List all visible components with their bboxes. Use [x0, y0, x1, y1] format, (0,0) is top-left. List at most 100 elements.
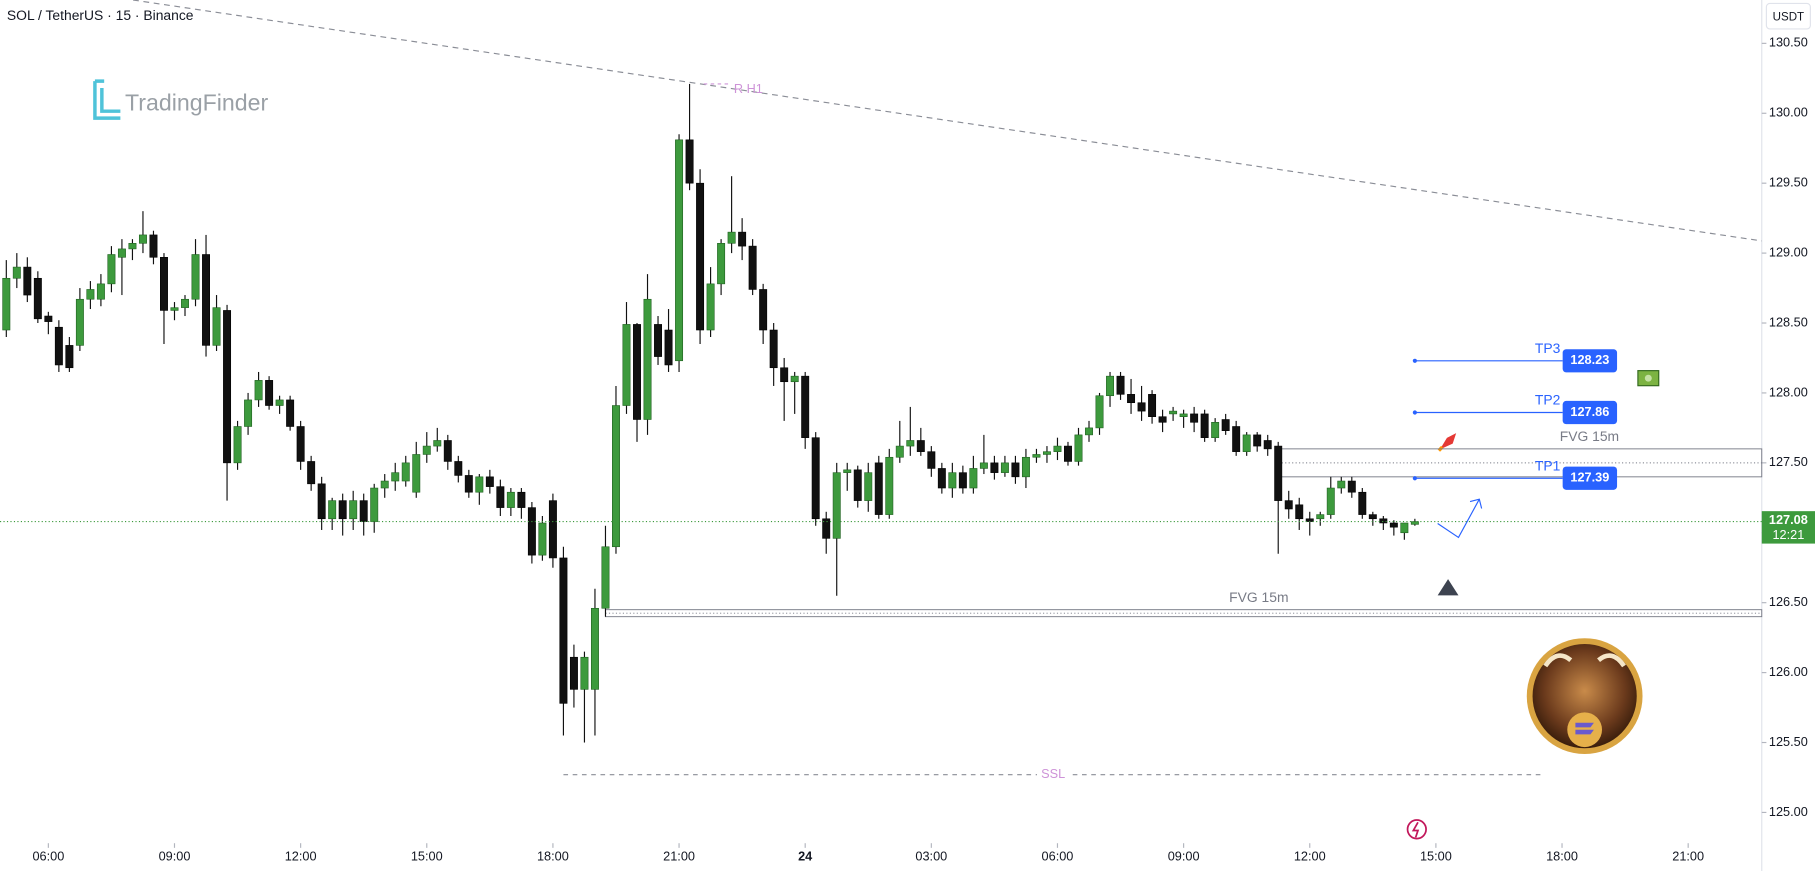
candle-body: [769, 329, 778, 369]
y-tick-label: 125.00: [1769, 804, 1808, 819]
y-tick-label: 125.50: [1769, 734, 1808, 749]
candle-body: [633, 324, 641, 420]
candle-body: [359, 500, 368, 522]
candle-body: [517, 491, 526, 508]
candle-body: [1347, 480, 1356, 493]
candle-body: [1232, 426, 1241, 452]
candle-body: [832, 472, 841, 539]
candle-body: [117, 248, 126, 258]
candle-body: [590, 607, 599, 690]
candle-body: [170, 307, 179, 311]
candle-body: [454, 461, 463, 476]
trend-line: [133, 0, 1762, 242]
candle-body: [12, 266, 21, 279]
x-tick-label: 24: [798, 848, 812, 863]
candle-body: [906, 440, 915, 447]
candle-body: [654, 324, 662, 357]
ssl-label-bg: [1036, 766, 1070, 783]
tp-name: TP1: [1535, 457, 1561, 473]
candle-body: [580, 656, 589, 690]
candle-body: [202, 254, 210, 346]
candle-body: [1106, 375, 1114, 397]
y-tick-label: 130.50: [1769, 35, 1808, 50]
candle-body: [233, 426, 242, 464]
candle-body: [506, 491, 515, 508]
candle-body: [1284, 500, 1293, 510]
chart-title: SOL / TetherUS · 15 · Binance: [7, 7, 194, 23]
x-tick-label: 18:00: [1546, 848, 1578, 863]
x-tick-label: 18:00: [537, 848, 569, 863]
candle-body: [44, 315, 53, 322]
candle-body: [1368, 514, 1377, 520]
candle-body: [685, 139, 694, 184]
x-tick-label: 09:00: [1168, 848, 1200, 863]
candle-body: [643, 298, 652, 420]
candle-body: [1253, 434, 1262, 447]
candle-body: [401, 462, 410, 482]
candle-body: [622, 324, 631, 406]
x-tick-label: 21:00: [1672, 848, 1704, 863]
candle-body: [979, 462, 988, 469]
candle-body: [885, 456, 894, 515]
last-price-label: 127.08: [1769, 512, 1808, 527]
candle-body: [748, 245, 757, 290]
currency: USDT: [1773, 11, 1804, 23]
y-tick-label: 127.50: [1769, 454, 1808, 469]
x-tick-label: 06:00: [1042, 848, 1074, 863]
candle-body: [1295, 504, 1304, 520]
tp-value-box: [1562, 400, 1618, 425]
candle-body: [391, 472, 400, 482]
triangle-icon: [1437, 579, 1459, 596]
candle-body: [496, 486, 505, 508]
candle-body: [548, 500, 557, 559]
candle-body: [1242, 434, 1251, 452]
y-tick-label: 128.00: [1769, 384, 1808, 399]
candle-body: [1137, 402, 1146, 412]
y-tick-label: 129.50: [1769, 175, 1808, 190]
candle-body: [265, 380, 274, 406]
candle-body: [969, 468, 978, 489]
candle-body: [1211, 422, 1220, 438]
candle-body: [33, 277, 42, 320]
candle-body: [727, 231, 736, 244]
candle-body: [191, 254, 200, 300]
candle-body: [138, 234, 147, 244]
tp-name: TP2: [1535, 392, 1561, 408]
candle-body: [433, 440, 442, 447]
candle-body: [317, 483, 326, 520]
candle-body: [1095, 395, 1104, 429]
fvg-label: FVG 15m: [1560, 428, 1619, 444]
candle-body: [1085, 427, 1093, 436]
candle-body: [601, 546, 610, 609]
candle-body: [1389, 522, 1398, 528]
candle-body: [23, 266, 32, 296]
candle-body: [864, 472, 873, 501]
candle-body: [65, 345, 74, 369]
candle-body: [916, 440, 925, 452]
candle-body: [1064, 445, 1072, 462]
logo-text: TradingFinder: [125, 89, 268, 115]
candle-body: [254, 380, 263, 401]
tp-value: 127.39: [1570, 470, 1609, 485]
candle-body: [874, 462, 883, 515]
candle-body: [296, 426, 305, 462]
tp-value: 127.86: [1570, 404, 1609, 419]
candle-body: [328, 500, 337, 520]
candle-body: [538, 522, 547, 556]
candle-body: [843, 469, 852, 473]
countdown-label: 12:21: [1772, 527, 1804, 542]
x-tick-label: 06:00: [32, 848, 64, 863]
tp-dot: [1412, 410, 1417, 415]
x-tick-label: 15:00: [411, 848, 443, 863]
candle-body: [1379, 518, 1388, 524]
bull-logo: [1526, 638, 1643, 755]
y-tick-label: 126.50: [1769, 594, 1808, 609]
candle-body: [990, 462, 999, 473]
candle-body: [380, 480, 389, 489]
candle-body: [1337, 480, 1346, 489]
y-tick-label: 129.00: [1769, 244, 1808, 259]
candle-body: [717, 243, 726, 285]
tp-dot: [1412, 358, 1417, 363]
candle-body: [1410, 521, 1419, 525]
